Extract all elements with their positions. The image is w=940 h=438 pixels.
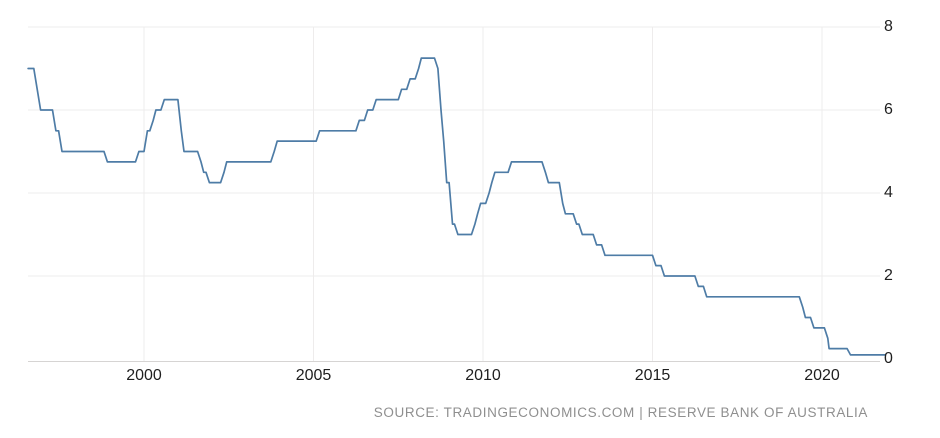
gridlines: [28, 26, 880, 362]
rate-line-series: [27, 57, 887, 356]
y-tick-label: 6: [884, 101, 893, 118]
y-tick-label: 8: [884, 18, 893, 35]
x-tick-label: 2000: [126, 367, 162, 384]
y-tick-label: 0: [884, 350, 893, 367]
x-tick-label: 2015: [635, 367, 671, 384]
source-attribution: SOURCE: TRADINGECONOMICS.COM | RESERVE B…: [373, 405, 868, 420]
x-tick-label: 2010: [465, 367, 501, 384]
y-axis-tick-labels: 0 2 4 6 8: [884, 18, 893, 367]
y-tick-label: 2: [884, 267, 893, 284]
x-tick-label: 2005: [296, 367, 332, 384]
x-tick-label: 2020: [804, 367, 840, 384]
x-axis-tick-labels: 2000 2005 2010 2015 2020: [126, 367, 840, 384]
y-tick-label: 4: [884, 184, 893, 201]
